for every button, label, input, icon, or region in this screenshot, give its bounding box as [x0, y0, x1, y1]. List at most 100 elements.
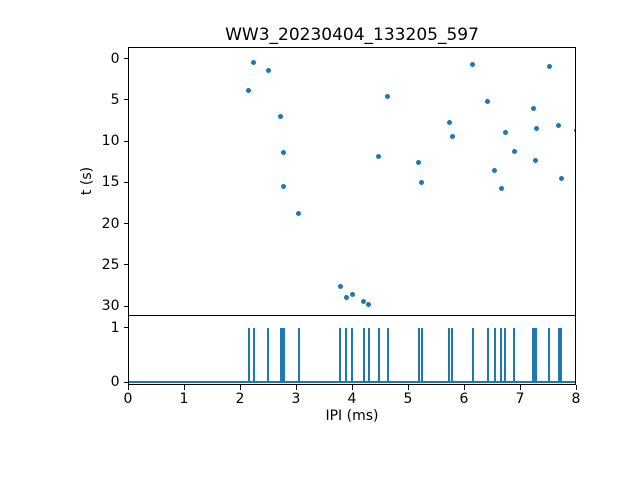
spike-line: [377, 327, 380, 383]
spike-line: [500, 327, 503, 383]
y-tick-label: 1: [110, 319, 120, 336]
scatter-point: [573, 128, 575, 133]
x-axis-label: IPI (ms): [325, 408, 379, 424]
spike-line: [560, 327, 563, 383]
y-tick-mark: [123, 99, 128, 101]
x-tick-mark: [239, 385, 241, 390]
spike-line: [345, 327, 348, 383]
x-tick-label: 4: [347, 390, 357, 407]
spike-line: [448, 327, 451, 383]
scatter-point: [502, 129, 508, 135]
plot-title: WW3_20230404_133205_597: [225, 25, 479, 45]
spike-line: [282, 327, 285, 383]
scatter-point: [530, 105, 536, 111]
spike-line: [252, 327, 255, 383]
x-tick-mark: [351, 385, 353, 390]
scatter-axes: [128, 47, 576, 316]
spike-line: [339, 327, 342, 383]
scatter-point: [361, 298, 367, 304]
spike-line: [417, 327, 420, 383]
x-tick-label: 1: [179, 390, 189, 407]
x-tick-label: 2: [235, 390, 245, 407]
spike-line: [532, 327, 535, 383]
y-tick-mark: [123, 381, 128, 383]
x-tick-mark: [463, 385, 465, 390]
scatter-point: [246, 88, 252, 94]
scatter-point: [265, 67, 271, 73]
spike-line: [493, 327, 496, 383]
x-tick-label: 8: [571, 390, 581, 407]
spike-line: [362, 327, 365, 383]
x-tick-mark: [407, 385, 409, 390]
spike-line: [297, 327, 300, 383]
scatter-point: [278, 113, 284, 119]
y-tick-label: 20: [101, 215, 120, 232]
spike-line: [386, 327, 389, 383]
scatter-point: [556, 123, 562, 129]
y-tick-mark: [123, 223, 128, 225]
scatter-point: [366, 302, 372, 308]
scatter-point: [416, 160, 422, 166]
y-tick-label: 30: [101, 298, 120, 315]
y-tick-label: 0: [110, 374, 120, 391]
x-tick-mark: [519, 385, 521, 390]
y-tick-mark: [123, 305, 128, 307]
scatter-point: [296, 211, 302, 217]
y-tick-mark: [123, 58, 128, 60]
scatter-point: [558, 175, 564, 181]
spike-line: [534, 327, 536, 383]
scatter-point: [385, 94, 391, 100]
y-tick-label: 10: [101, 133, 120, 150]
y-tick-mark: [123, 327, 128, 328]
spike-line: [513, 327, 516, 383]
scatter-point: [511, 148, 517, 154]
spike-line: [548, 327, 550, 383]
scatter-point: [281, 184, 287, 190]
spike-line: [279, 327, 282, 383]
scatter-point: [419, 180, 425, 185]
scatter-point: [533, 125, 539, 131]
spike-line: [351, 327, 354, 383]
spike-line: [267, 327, 270, 383]
y-tick-label: 0: [110, 50, 120, 67]
x-tick-mark: [295, 385, 297, 390]
spike-line: [420, 327, 423, 383]
scatter-point: [532, 157, 538, 163]
x-tick-mark: [127, 385, 129, 390]
spike-line: [504, 327, 507, 383]
y-tick-mark: [123, 181, 128, 183]
y-tick-label: 5: [110, 91, 120, 108]
scatter-point: [546, 63, 552, 69]
x-tick-label: 3: [291, 390, 301, 407]
spike-line: [471, 327, 474, 383]
scatter-point: [349, 292, 355, 298]
x-tick-label: 5: [403, 390, 413, 407]
scatter-point: [470, 62, 476, 67]
scatter-point: [485, 99, 491, 105]
scatter-point: [498, 185, 504, 191]
scatter-point: [337, 283, 343, 289]
y-tick-label: 25: [101, 256, 120, 273]
spike-line: [575, 328, 576, 383]
y-tick-label: 15: [101, 174, 120, 191]
scatter-point: [449, 133, 455, 139]
scatter-point: [251, 59, 257, 65]
y-tick-mark: [123, 264, 128, 266]
x-tick-label: 7: [515, 390, 525, 407]
x-tick-mark: [183, 385, 185, 390]
scatter-point: [280, 150, 286, 156]
spike-line: [557, 327, 560, 383]
scatter-point: [492, 167, 498, 173]
x-tick-label: 0: [123, 390, 133, 407]
spike-line: [486, 327, 489, 383]
spike-line: [535, 327, 538, 383]
x-tick-label: 6: [459, 390, 469, 407]
spike-line: [451, 327, 454, 383]
spike-train-axes: [128, 316, 576, 385]
x-tick-mark: [575, 385, 577, 390]
scatter-point: [376, 154, 382, 160]
spike-line: [247, 327, 250, 383]
y-tick-mark: [123, 140, 128, 142]
baseline-line: [129, 381, 575, 383]
